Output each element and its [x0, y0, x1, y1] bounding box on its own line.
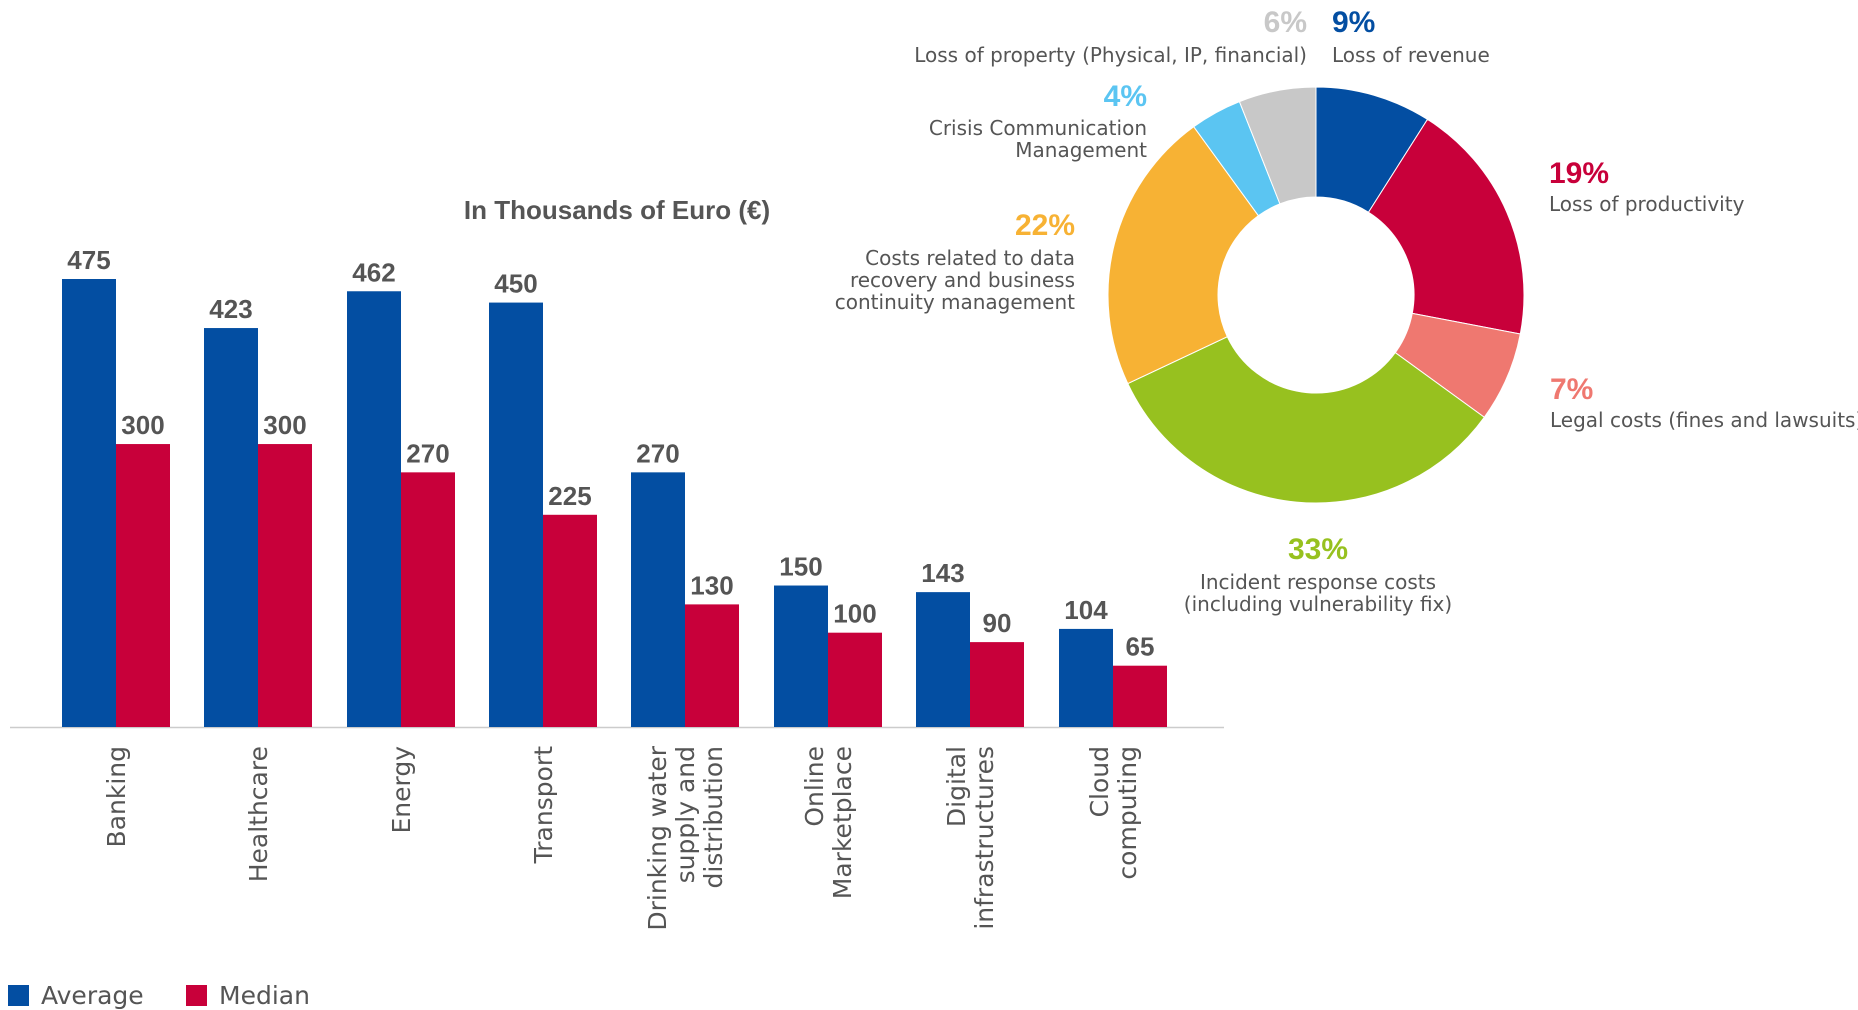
donut-category-label: (including vulnerability fix) [1184, 592, 1452, 616]
bar-value-label: 65 [1126, 632, 1155, 662]
bar-average-4 [631, 472, 685, 727]
donut-category-label: recovery and business [850, 268, 1075, 292]
legend-label-average: Average [41, 981, 144, 1010]
bar-chart-title: In Thousands of Euro (€) [464, 195, 770, 225]
x-tick-label-line: Banking [102, 746, 131, 847]
bar-average-1 [204, 328, 258, 727]
x-tick-label: Online Marketplace [800, 746, 857, 899]
bar-value-label: 130 [690, 570, 733, 600]
donut-percent-label: 33% [1288, 533, 1348, 566]
x-tick-label-line: Energy [387, 746, 416, 834]
donut-category-label: Loss of revenue [1332, 43, 1490, 67]
donut-category-label: Incident response costs [1200, 570, 1436, 594]
donut-category-label: Loss of productivity [1549, 192, 1745, 216]
bar-average-5 [774, 585, 828, 727]
x-tick-label: Drinking water supply and distribution [643, 745, 728, 930]
legend-label-median: Median [219, 981, 310, 1010]
bar-value-label: 100 [833, 599, 876, 629]
x-tick-label: Cloud computing [1085, 746, 1142, 880]
bar-chart: In Thousands of Euro (€) 475 300 Banking 423… [10, 195, 1224, 931]
bar-value-label: 270 [406, 438, 449, 468]
x-tick-label-line: Healthcare [244, 746, 273, 882]
bar-average-2 [347, 291, 401, 727]
donut-percent-label: 4% [1104, 80, 1147, 113]
donut-percent-label: 9% [1332, 6, 1375, 39]
legend-swatch-median [186, 985, 207, 1006]
donut-category-label: Costs related to data [865, 246, 1075, 270]
x-tick-label: Energy [387, 746, 416, 834]
x-tick-label-line: Drinking water [643, 745, 672, 930]
legend-swatch-average [8, 985, 29, 1006]
x-tick-label: Banking [102, 746, 131, 847]
donut-percent-label: 6% [1264, 6, 1307, 39]
x-tick-label: Healthcare [244, 746, 273, 882]
bar-value-label: 300 [263, 410, 306, 440]
bar-median-1 [258, 444, 312, 727]
legend: Average Median [8, 981, 310, 1010]
donut-category-label: continuity management [835, 290, 1075, 314]
bar-average-0 [62, 279, 116, 727]
donut-percent-label: 7% [1550, 373, 1593, 406]
bar-median-5 [828, 632, 882, 727]
donut-category-label: Management [1015, 138, 1147, 162]
bar-median-2 [401, 472, 455, 727]
bar-median-6 [970, 642, 1024, 727]
bar-value-label: 150 [779, 552, 822, 582]
bar-median-3 [543, 514, 597, 727]
donut-category-label: Crisis Communication [929, 116, 1147, 140]
bar-value-label: 423 [209, 294, 252, 324]
x-tick-label-line: Online [800, 746, 829, 827]
donut-slice-1 [1367, 118, 1525, 335]
bar-median-0 [116, 444, 170, 727]
donut-slice-4 [1107, 126, 1260, 385]
donut-percent-label: 19% [1549, 157, 1609, 190]
x-tick-label-line: distribution [699, 746, 728, 888]
bar-median-4 [685, 604, 739, 727]
bar-average-3 [489, 302, 543, 727]
bar-value-label: 300 [121, 410, 164, 440]
x-tick-label-line: Transport [529, 746, 558, 865]
x-tick-label-line: Marketplace [828, 746, 857, 899]
bar-value-label: 270 [636, 438, 679, 468]
donut-chart: 9% Loss of revenue 19%Loss of productivity… [835, 6, 1858, 616]
bar-value-label: 462 [352, 257, 395, 287]
bar-value-label: 90 [983, 608, 1012, 638]
donut-slice-3 [1127, 336, 1485, 504]
x-tick-label: Digital infrastructures [942, 746, 999, 930]
donut-category-label: Loss of property (Physical, IP, financia… [914, 43, 1307, 67]
bar-value-label: 104 [1064, 595, 1108, 625]
x-tick-label-line: infrastructures [970, 746, 999, 930]
donut-category-label: Legal costs (fines and lawsuits) [1550, 408, 1858, 432]
donut-slice-6 [1238, 86, 1317, 205]
bar-average-6 [916, 592, 970, 727]
x-tick-label-line: Cloud [1085, 746, 1114, 817]
x-tick-label-line: Digital [942, 746, 971, 827]
x-tick-label: Transport [529, 746, 558, 865]
donut-percent-label: 22% [1015, 209, 1075, 242]
bar-median-7 [1113, 665, 1167, 727]
bar-average-7 [1059, 628, 1113, 727]
x-tick-label-line: computing [1113, 746, 1142, 880]
x-tick-label-line: supply and [671, 746, 700, 883]
bar-value-label: 143 [921, 558, 964, 588]
bar-value-label: 475 [67, 245, 110, 275]
bar-value-label: 225 [548, 481, 591, 511]
bar-value-label: 450 [494, 269, 537, 299]
